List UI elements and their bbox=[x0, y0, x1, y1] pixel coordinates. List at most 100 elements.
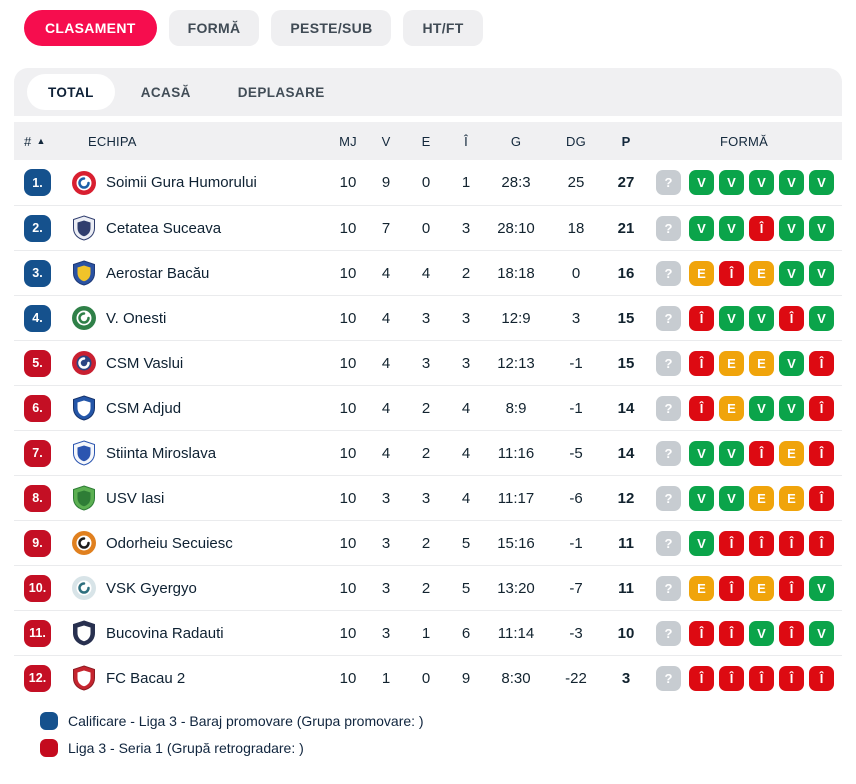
sub-tab-deplasare[interactable]: DEPLASARE bbox=[217, 74, 346, 110]
form-unknown-badge[interactable]: ? bbox=[656, 440, 681, 466]
team-name[interactable]: Aerostar Bacău bbox=[106, 264, 210, 282]
form-result-badge[interactable]: V bbox=[689, 485, 714, 511]
header-p[interactable]: P bbox=[621, 133, 631, 149]
form-result-badge[interactable]: V bbox=[779, 260, 804, 286]
form-result-badge[interactable]: V bbox=[809, 215, 834, 241]
team-name[interactable]: Soimii Gura Humorului bbox=[106, 174, 257, 191]
form-unknown-badge[interactable]: ? bbox=[656, 260, 681, 286]
header-team[interactable]: ECHIPA bbox=[88, 133, 137, 149]
team-name[interactable]: Odorheiu Secuiesc bbox=[106, 534, 233, 552]
team-name[interactable]: V. Onesti bbox=[106, 309, 167, 327]
form-result-badge[interactable]: E bbox=[749, 575, 774, 601]
form-unknown-badge[interactable]: ? bbox=[656, 665, 681, 691]
form-result-badge[interactable]: Î bbox=[779, 575, 804, 601]
form-result-badge[interactable]: V bbox=[779, 395, 804, 421]
form-result-badge[interactable]: Î bbox=[779, 665, 804, 691]
form-unknown-badge[interactable]: ? bbox=[656, 620, 681, 646]
header-g[interactable]: G bbox=[510, 133, 522, 149]
form-result-badge[interactable]: V bbox=[749, 395, 774, 421]
table-row[interactable]: 5. CSM Vaslui 10 4 3 3 12:13 -1 15? Î E E V Î bbox=[14, 340, 842, 385]
form-result-badge[interactable]: Î bbox=[809, 440, 834, 466]
form-result-badge[interactable]: Î bbox=[809, 395, 834, 421]
table-row[interactable]: 9. Odorheiu Secuiesc 10 3 2 5 15:16 -1 11? V Î Î Î Î bbox=[14, 520, 842, 565]
table-row[interactable]: 11. Bucovina Radauti 10 3 1 6 11:14 -3 10? Î Î V Î V bbox=[14, 610, 842, 655]
form-result-badge[interactable]: V bbox=[779, 350, 804, 376]
form-result-badge[interactable]: Î bbox=[719, 665, 744, 691]
header-rank[interactable]: # ▲ bbox=[14, 134, 64, 149]
form-unknown-badge[interactable]: ? bbox=[656, 305, 681, 331]
form-result-badge[interactable]: E bbox=[779, 485, 804, 511]
sub-tab-acasa[interactable]: ACASĂ bbox=[120, 74, 212, 110]
sub-tab-total[interactable]: TOTAL bbox=[27, 74, 115, 110]
form-result-badge[interactable]: V bbox=[689, 530, 714, 556]
form-result-badge[interactable]: Î bbox=[809, 530, 834, 556]
header-dg[interactable]: DG bbox=[566, 133, 586, 149]
form-result-badge[interactable]: E bbox=[719, 395, 744, 421]
team-name[interactable]: Bucovina Radauti bbox=[106, 624, 224, 642]
form-result-badge[interactable]: Î bbox=[689, 665, 714, 691]
form-result-badge[interactable]: V bbox=[689, 215, 714, 241]
form-unknown-badge[interactable]: ? bbox=[656, 395, 681, 421]
form-result-badge[interactable]: Î bbox=[779, 530, 804, 556]
table-row[interactable]: 4. V. Onesti 10 4 3 3 12:9 3 15? Î V V Î V bbox=[14, 295, 842, 340]
form-result-badge[interactable]: V bbox=[779, 170, 804, 195]
table-row[interactable]: 3. Aerostar Bacău 10 4 4 2 18:18 0 16? E Î E V V bbox=[14, 250, 842, 295]
header-mj[interactable]: MJ bbox=[339, 133, 357, 149]
form-result-badge[interactable]: Î bbox=[689, 620, 714, 646]
form-result-badge[interactable]: Î bbox=[749, 665, 774, 691]
form-result-badge[interactable]: Î bbox=[749, 440, 774, 466]
header-e[interactable]: E bbox=[421, 133, 431, 149]
tab-ht-ft[interactable]: HT/FT bbox=[403, 10, 483, 46]
tab-clasament[interactable]: CLASAMENT bbox=[24, 10, 157, 46]
tab-forma[interactable]: FORMĂ bbox=[168, 10, 260, 46]
form-result-badge[interactable]: V bbox=[809, 170, 834, 195]
team-name[interactable]: VSK Gyergyo bbox=[106, 579, 197, 597]
form-result-badge[interactable]: E bbox=[719, 350, 744, 376]
form-result-badge[interactable]: V bbox=[719, 485, 744, 511]
form-result-badge[interactable]: Î bbox=[719, 260, 744, 286]
form-result-badge[interactable]: Î bbox=[719, 530, 744, 556]
table-row[interactable]: 7. Stiinta Miroslava 10 4 2 4 11:16 -5 14? V V Î E Î bbox=[14, 430, 842, 475]
form-result-badge[interactable]: V bbox=[749, 620, 774, 646]
form-result-badge[interactable]: Î bbox=[779, 305, 804, 331]
form-result-badge[interactable]: E bbox=[689, 260, 714, 286]
table-row[interactable]: 10. VSK Gyergyo 10 3 2 5 13:20 -7 11? E Î E Î V bbox=[14, 565, 842, 610]
team-name[interactable]: FC Bacau 2 bbox=[106, 669, 186, 687]
form-result-badge[interactable]: V bbox=[779, 215, 804, 241]
form-result-badge[interactable]: V bbox=[749, 170, 774, 195]
form-result-badge[interactable]: E bbox=[749, 260, 774, 286]
form-unknown-badge[interactable]: ? bbox=[656, 350, 681, 376]
form-result-badge[interactable]: Î bbox=[689, 395, 714, 421]
team-name[interactable]: USV Iasi bbox=[106, 489, 165, 507]
table-row[interactable]: 6. CSM Adjud 10 4 2 4 8:9 -1 14? Î E V V Î bbox=[14, 385, 842, 430]
form-result-badge[interactable]: V bbox=[719, 170, 744, 195]
form-result-badge[interactable]: V bbox=[809, 575, 834, 601]
form-result-badge[interactable]: Î bbox=[809, 350, 834, 376]
form-unknown-badge[interactable]: ? bbox=[656, 170, 681, 195]
form-result-badge[interactable]: V bbox=[809, 305, 834, 331]
team-name[interactable]: Stiinta Miroslava bbox=[106, 444, 217, 462]
form-result-badge[interactable]: E bbox=[689, 575, 714, 601]
form-result-badge[interactable]: V bbox=[689, 440, 714, 466]
header-i[interactable]: Î bbox=[464, 133, 468, 149]
form-result-badge[interactable]: Î bbox=[689, 350, 714, 376]
form-result-badge[interactable]: Î bbox=[809, 665, 834, 691]
form-result-badge[interactable]: V bbox=[689, 170, 714, 195]
form-unknown-badge[interactable]: ? bbox=[656, 575, 681, 601]
team-name[interactable]: CSM Vaslui bbox=[106, 354, 184, 372]
form-result-badge[interactable]: V bbox=[719, 215, 744, 241]
form-result-badge[interactable]: Î bbox=[779, 620, 804, 646]
table-row[interactable]: 12. FC Bacau 2 10 1 0 9 8:30 -22 3? Î Î Î Î Î bbox=[14, 655, 842, 700]
form-result-badge[interactable]: Î bbox=[749, 215, 774, 241]
team-name[interactable]: CSM Adjud bbox=[106, 399, 182, 417]
tab-peste-sub[interactable]: PESTE/SUB bbox=[271, 10, 392, 46]
table-row[interactable]: 1. Soimii Gura Humorului 10 9 0 1 28:3 25 27? V V V… bbox=[14, 160, 842, 205]
form-result-badge[interactable]: Î bbox=[749, 530, 774, 556]
form-unknown-badge[interactable]: ? bbox=[656, 485, 681, 511]
form-result-badge[interactable]: E bbox=[749, 350, 774, 376]
table-row[interactable]: 8. USV Iasi 10 3 3 4 11:17 -6 12? V V E E Î bbox=[14, 475, 842, 520]
header-v[interactable]: V bbox=[381, 133, 391, 149]
form-result-badge[interactable]: V bbox=[719, 440, 744, 466]
team-name[interactable]: Cetatea Suceava bbox=[106, 219, 222, 237]
form-result-badge[interactable]: Î bbox=[719, 620, 744, 646]
